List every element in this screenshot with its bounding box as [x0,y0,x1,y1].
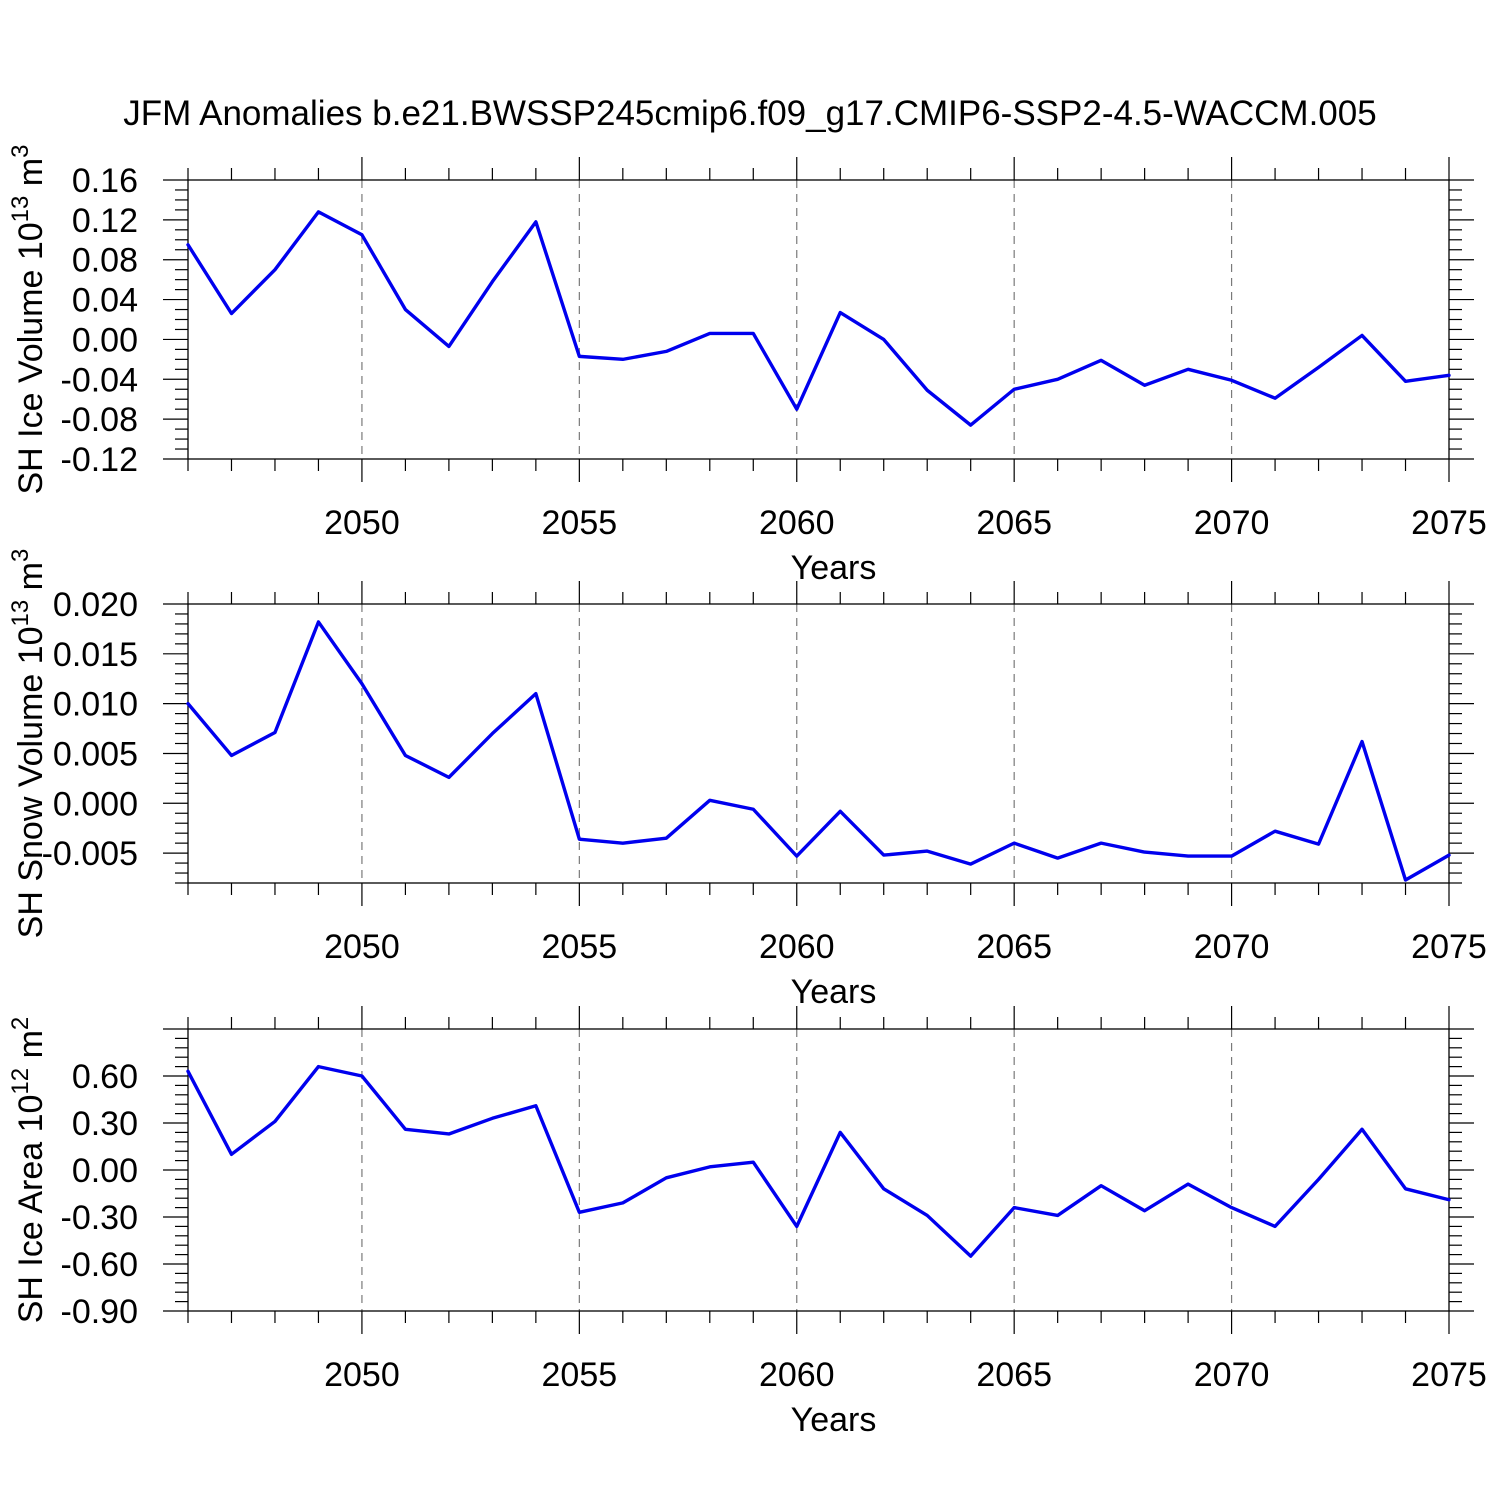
y-tick-label: 0.00 [72,1152,138,1190]
y-tick-label: -0.12 [61,441,139,479]
y-tick-label: -0.30 [61,1199,139,1237]
y-tick-label: 0.00 [72,321,138,359]
x-axis-title: Years [791,1401,877,1439]
y-tick-label: -0.04 [61,361,139,399]
x-tick-label: 2070 [1194,928,1270,966]
x-tick-label: 2055 [542,928,618,966]
y-tick-label: 0.12 [72,202,138,240]
y-axis-title: SH Ice Volume 1013 m3 [7,145,50,495]
y-tick-label: 0.04 [72,282,138,320]
y-tick-label: -0.005 [42,835,138,873]
x-axis-title: Years [791,549,877,587]
y-tick-label: 0.005 [53,735,138,773]
x-tick-label: 2055 [542,1356,618,1394]
x-tick-label: 2060 [759,928,835,966]
y-tick-label: 0.08 [72,242,138,280]
y-axis-title: SH Snow Volume 1013 m3 [7,549,50,939]
x-tick-label: 2075 [1411,928,1487,966]
y-axis-title: SH Ice Area 1012 m2 [7,1017,50,1324]
x-tick-label: 2065 [976,504,1052,542]
y-tick-label: 0.010 [53,686,138,724]
x-tick-label: 2070 [1194,1356,1270,1394]
x-tick-label: 2050 [324,1356,400,1394]
x-tick-label: 2060 [759,1356,835,1394]
y-tick-label: 0.000 [53,785,138,823]
x-axis-title: Years [791,973,877,1011]
x-tick-label: 2075 [1411,1356,1487,1394]
y-tick-label: 0.015 [53,636,138,674]
panel-sh-ice-area: 0.60 0.30 0.00 -0.30 -0.60 -0.90 2050 2055 2060 2… [7,1006,1487,1439]
x-tick-label: 2070 [1194,504,1270,542]
panel-border [187,179,1450,460]
y-tick-label: 0.16 [72,162,138,200]
series-line-sh-snow-volume [186,620,1451,882]
y-tick-label: 0.30 [72,1105,138,1143]
x-tick-label: 2060 [759,504,835,542]
x-tick-label: 2065 [976,1356,1052,1394]
series-line-sh-ice-area [186,1064,1451,1258]
x-tick-label: 2050 [324,928,400,966]
panel-sh-ice-volume: 0.160.120.080.040.00-0.04-0.08-0.12 2050 2… [7,145,1487,588]
x-tick-label: 2065 [976,928,1052,966]
panel-sh-snow-volume: 0.020 0.015 0.010 0.005 0.000 -0.005 2050 2055 2… [7,549,1487,1011]
x-tick-label: 2050 [324,504,400,542]
y-tick-label: 0.60 [72,1058,138,1096]
y-tick-label: 0.020 [53,586,138,624]
panel-border [187,1028,1450,1312]
y-tick-label: -0.60 [61,1246,139,1284]
panel-border [187,603,1450,884]
chart-title: JFM Anomalies b.e21.BWSSP245cmip6.f09_g1… [123,94,1377,133]
series-line-sh-ice-volume [186,210,1451,427]
y-tick-label: -0.08 [61,401,139,439]
y-tick-label: -0.90 [61,1293,139,1331]
x-tick-label: 2075 [1411,504,1487,542]
x-tick-label: 2055 [542,504,618,542]
